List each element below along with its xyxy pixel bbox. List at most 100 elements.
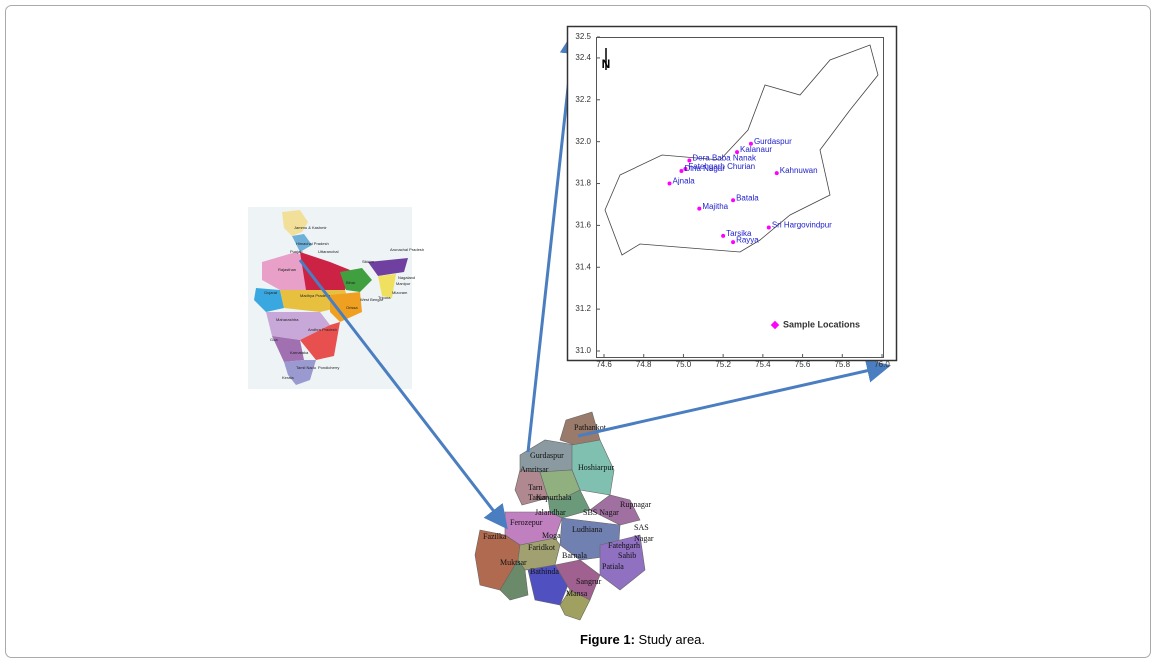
- point: [766, 225, 771, 230]
- india-map: [254, 210, 408, 385]
- y-tick-label: 32.4: [575, 53, 591, 62]
- point-label: Kahnuwan: [780, 166, 818, 175]
- district-label: Hoshiarpur: [578, 463, 614, 472]
- point: [697, 206, 702, 211]
- point-label: Kalanaur: [740, 145, 772, 154]
- state-label: Uttaranchal: [318, 249, 339, 254]
- point: [731, 198, 736, 203]
- district-label: Pathankot: [574, 423, 607, 432]
- y-tick-label: 31.0: [575, 346, 591, 355]
- district-label: Ludhiana: [572, 525, 603, 534]
- y-tick-label: 31.8: [575, 179, 591, 188]
- point: [683, 166, 688, 171]
- x-tick-label: 75.0: [676, 360, 692, 369]
- point: [679, 168, 684, 173]
- district-label: Moga: [542, 531, 561, 540]
- district-label: Amritsar: [520, 465, 549, 474]
- caption: Figure 1: Study area.: [580, 632, 705, 647]
- state-label: Gujarat: [264, 290, 278, 295]
- state-label: West Bengal: [360, 297, 383, 302]
- district-label: Jalandhar: [535, 508, 566, 517]
- state-label: Karnataka: [290, 350, 309, 355]
- x-tick-label: 74.6: [596, 360, 612, 369]
- point: [721, 233, 726, 238]
- district-label: Gurdaspur: [530, 451, 564, 460]
- point-label: Dera Baba Nanak: [692, 154, 757, 163]
- inset-frame: [566, 25, 898, 362]
- state-label: Orissa: [346, 305, 358, 310]
- state-label: Arunachal Pradesh: [390, 247, 424, 252]
- state-label: Madhya Pradesh: [300, 293, 330, 298]
- point-label: Sri Hargovindpur: [772, 221, 832, 230]
- state-label: Goa: [270, 337, 278, 342]
- point-label: Batala: [736, 193, 759, 202]
- state-label: Maharashtra: [276, 317, 299, 322]
- district-label: SBS Nagar: [583, 508, 619, 517]
- district-label: SAS: [634, 523, 649, 532]
- x-tick-label: 75.2: [715, 360, 731, 369]
- district-label: Fazilka: [483, 532, 507, 541]
- y-tick-label: 32.5: [575, 32, 591, 41]
- point: [731, 240, 736, 245]
- x-tick-label: 74.8: [636, 360, 652, 369]
- state-label: Punjab: [290, 249, 303, 254]
- point: [687, 158, 692, 163]
- x-tick-label: 75.4: [755, 360, 771, 369]
- state-label: Jammu & Kashmir: [294, 225, 327, 230]
- caption-label: Figure 1:: [580, 632, 635, 647]
- district-label: Barnala: [562, 551, 587, 560]
- point: [667, 181, 672, 186]
- y-tick-label: 31.4: [575, 262, 591, 271]
- state-label: Kerala: [282, 375, 294, 380]
- district-label: Rupnagar: [620, 500, 651, 509]
- district-label: Patiala: [602, 562, 624, 571]
- district-outline: [604, 44, 879, 256]
- district-label: Kapurthala: [536, 493, 572, 502]
- caption-text: Study area.: [639, 632, 706, 647]
- point-label: Dina Nagar: [684, 164, 725, 173]
- point-label: Majitha: [702, 202, 728, 211]
- point: [748, 141, 753, 146]
- plot: 74.6 74.8 75.0 75.2 75.4 75.6 75.8 76.0 31.0 31.2…: [575, 32, 890, 369]
- punjab-labels: Pathankot Gurdaspur Amritsar Hoshiarpur Tarn…: [483, 423, 654, 598]
- state-label: Tripura: [378, 295, 391, 300]
- state-label: Andhra Pradesh: [308, 327, 337, 332]
- district-label: Fatehgarh: [608, 541, 640, 550]
- district-label: Nagar: [634, 534, 654, 543]
- state-label: Himachal Pradesh: [296, 241, 329, 246]
- north-label: N: [602, 57, 611, 71]
- legend-label: Sample Locations: [783, 319, 860, 329]
- state-label: Tamil Nadu: [296, 365, 316, 370]
- point-label: Gurdaspur: [754, 137, 792, 146]
- district-label: Sahib: [618, 551, 636, 560]
- state-label: Pondicherry: [318, 365, 339, 370]
- district-label: Taran: [528, 493, 546, 502]
- district-label: Bathinda: [530, 567, 559, 576]
- state-label: Nagaland: [398, 275, 415, 280]
- point-label: Tarsika: [726, 229, 752, 238]
- y-tick-label: 32.0: [575, 137, 591, 146]
- point-label: Rayya: [736, 235, 759, 244]
- state-label: Mizoram: [392, 290, 408, 295]
- y-tick-label: 31.2: [575, 304, 591, 313]
- india-labels: Jammu & Kashmir Himachal Pradesh Punjab Utt…: [264, 225, 424, 380]
- arrows: [298, 30, 891, 530]
- x-tick-label: 76.0: [874, 360, 890, 369]
- point: [774, 171, 779, 176]
- state-label: Manipur: [396, 281, 411, 286]
- district-label: Ferozepur: [510, 518, 543, 527]
- x-tick-label: 75.6: [795, 360, 811, 369]
- district-label: Faridkot: [528, 543, 556, 552]
- district-label: Mansa: [566, 589, 588, 598]
- district-label: Sangrur: [576, 577, 602, 586]
- x-tick-label: 75.8: [834, 360, 850, 369]
- y-tick-label: 31.6: [575, 221, 591, 230]
- state-label: Rajasthan: [278, 267, 296, 272]
- y-tick-label: 32.2: [575, 95, 591, 104]
- plot-area: [596, 37, 884, 358]
- state-label: Sikkim: [362, 259, 374, 264]
- district-label: Tarn: [528, 483, 543, 492]
- legend-marker: [770, 320, 780, 330]
- district-label: Muktsar: [500, 558, 527, 567]
